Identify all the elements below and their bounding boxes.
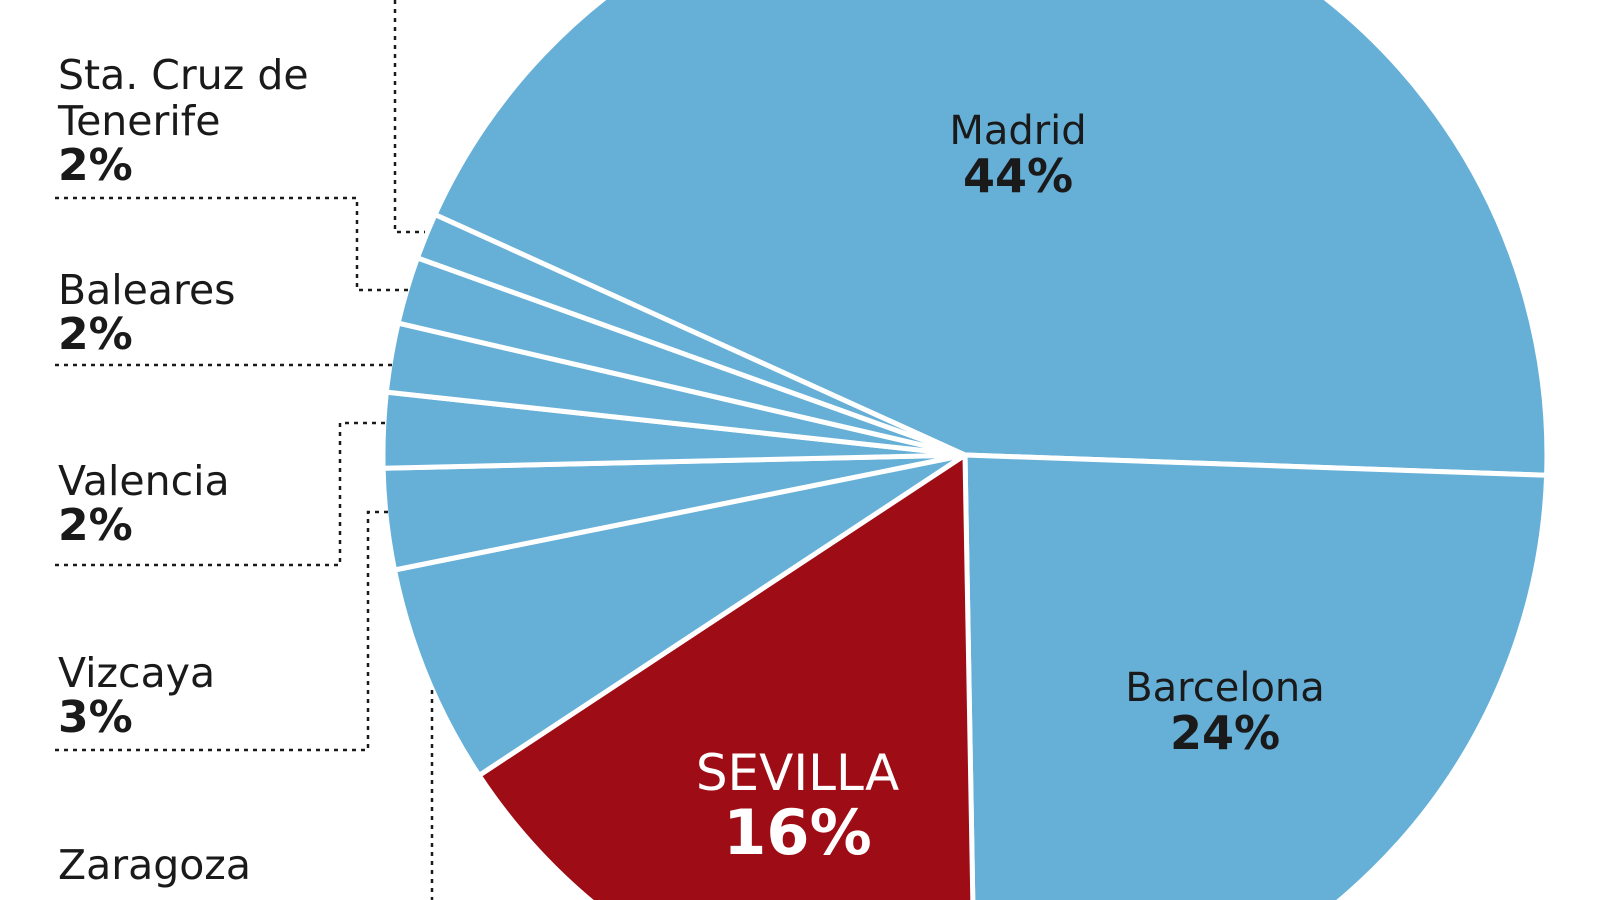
label-sevilla: SEVILLA 16% <box>660 745 935 865</box>
leader-lines <box>55 0 434 900</box>
label-tenerife-name-2: Tenerife <box>58 97 221 145</box>
label-valencia-name: Valencia <box>58 457 230 505</box>
label-valencia-pct: 2% <box>58 500 133 551</box>
label-barcelona-name: Barcelona <box>1125 665 1325 711</box>
label-valencia: Valencia 2% <box>58 458 230 548</box>
label-baleares-name: Baleares <box>58 266 236 314</box>
label-baleares-pct: 2% <box>58 309 133 360</box>
pie-slices <box>380 0 1550 900</box>
label-barcelona-pct: 24% <box>1169 706 1281 760</box>
label-tenerife-pct: 2% <box>58 140 133 191</box>
label-zaragoza: Zaragoza <box>58 842 251 888</box>
label-sevilla-name: SEVILLA <box>695 744 900 802</box>
label-tenerife: Sta. Cruz de Tenerife 2% <box>58 52 309 188</box>
label-baleares: Baleares 2% <box>58 267 236 357</box>
leader-line <box>55 510 390 752</box>
leader-line <box>393 0 425 234</box>
label-madrid-pct: 44% <box>962 149 1074 203</box>
label-vizcaya: Vizcaya 3% <box>58 650 215 740</box>
pie-slice-sevilla <box>476 452 976 900</box>
pie-slice-label-cropped-above <box>414 212 968 458</box>
label-barcelona: Barcelona 24% <box>1100 665 1350 760</box>
label-madrid-name: Madrid <box>949 108 1087 154</box>
label-madrid: Madrid 44% <box>918 108 1118 203</box>
label-tenerife-name-1: Sta. Cruz de <box>58 51 309 99</box>
label-vizcaya-name: Vizcaya <box>58 649 216 697</box>
pie-slice-barcelona <box>962 452 1550 900</box>
pie-slice-madrid <box>432 0 1550 478</box>
label-sevilla-pct: 16% <box>723 796 872 869</box>
pie-slice-zaragoza <box>392 452 968 778</box>
leader-line <box>55 421 388 567</box>
label-zaragoza-name: Zaragoza <box>58 841 251 889</box>
label-vizcaya-pct: 3% <box>58 692 133 743</box>
